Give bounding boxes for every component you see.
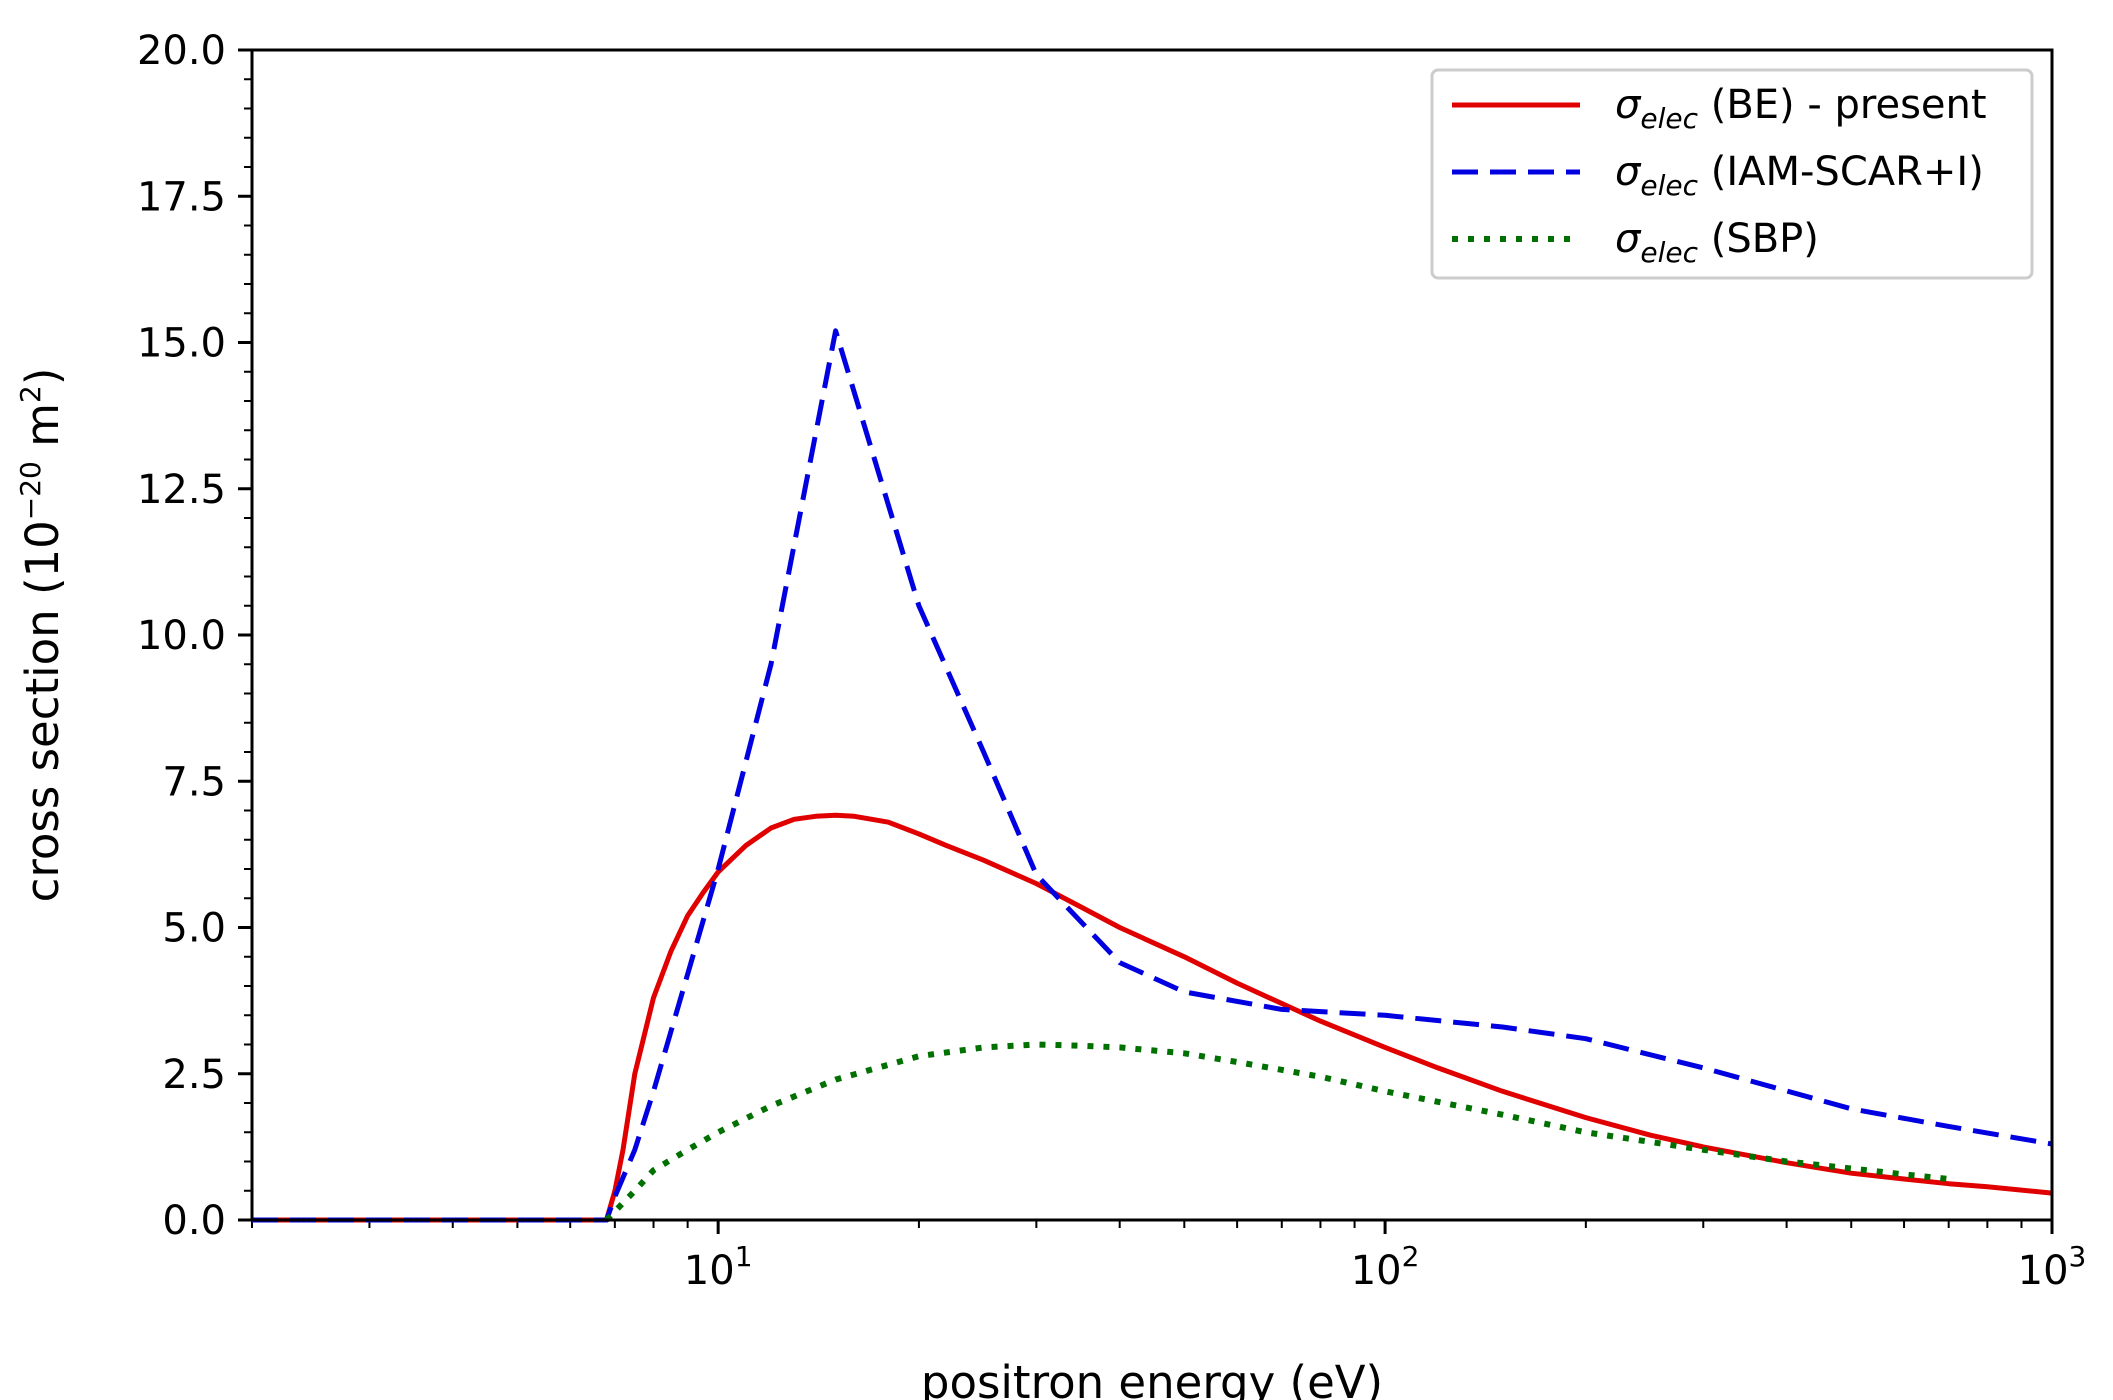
legend-entry-sbp: σelec (SBP)	[1615, 216, 1819, 269]
y-tick-label-0: 0.0	[162, 1198, 226, 1244]
series-line-be-present	[252, 812, 2053, 1223]
y-tick-label-2: 5.0	[162, 906, 226, 952]
y-tick-label-6: 15.0	[137, 321, 226, 367]
x-tick-label-exp-2: 3	[2069, 1240, 2087, 1273]
y-axis-label-unit-exponent: 2	[14, 385, 47, 403]
x-tick-label-exp-0: 1	[735, 1240, 753, 1273]
legend-subscript-1: elec	[1640, 169, 1698, 202]
y-axis-label-prefix: cross section (10	[16, 520, 69, 902]
y-axis-label-exponent: −20	[14, 461, 47, 520]
legend-symbol-1: σ	[1615, 149, 1642, 195]
x-tick-label-0: 101	[684, 1240, 753, 1294]
plot-frame	[250, 48, 2054, 1222]
y-tick-label-5: 12.5	[137, 467, 226, 513]
legend-label-1: (IAM-SCAR+I)	[1698, 149, 1984, 195]
legend-entry-iam-scar-i: σelec (IAM-SCAR+I)	[1615, 149, 1984, 202]
y-axis-label: cross section (10−20 m2)	[14, 368, 69, 903]
y-tick-label-1: 2.5	[162, 1052, 226, 1098]
x-tick-label-base-2: 10	[2018, 1248, 2069, 1294]
legend-subscript-2: elec	[1640, 236, 1698, 269]
legend-subscript-0: elec	[1640, 102, 1698, 135]
legend-symbol-0: σ	[1615, 82, 1642, 128]
x-tick-label-2: 103	[2018, 1240, 2087, 1294]
legend-box	[1430, 68, 2034, 280]
major-ticks	[238, 48, 2054, 1234]
legend-symbol-2: σ	[1615, 216, 1642, 262]
legend-entry-be-present: σelec (BE) - present	[1615, 82, 1987, 135]
x-tick-label-base-0: 10	[684, 1248, 735, 1294]
series-line-iam-scar-i	[252, 328, 2053, 1223]
legend-label-0: (BE) - present	[1698, 82, 1987, 128]
y-tick-label-8: 20.0	[137, 28, 226, 74]
x-tick-label-exp-1: 2	[1402, 1240, 1420, 1273]
series-layer	[252, 328, 2053, 1223]
y-tick-label-7: 17.5	[137, 174, 226, 220]
tick-labels: 101 102 1030.02.55.07.510.012.515.017.520.…	[137, 28, 2086, 1294]
x-axis-label: positron energy (eV)	[921, 1356, 1383, 1400]
series-line-sbp	[604, 1041, 1950, 1223]
legend-label-2: (SBP)	[1698, 216, 1819, 262]
x-tick-label-base-1: 10	[1351, 1248, 1402, 1294]
y-axis-label-suffix: )	[16, 368, 69, 386]
y-tick-label-3: 7.5	[162, 759, 226, 805]
x-tick-label-1: 102	[1351, 1240, 1420, 1294]
y-axis-label-middle: m	[16, 403, 69, 461]
y-tick-label-4: 10.0	[137, 613, 226, 659]
